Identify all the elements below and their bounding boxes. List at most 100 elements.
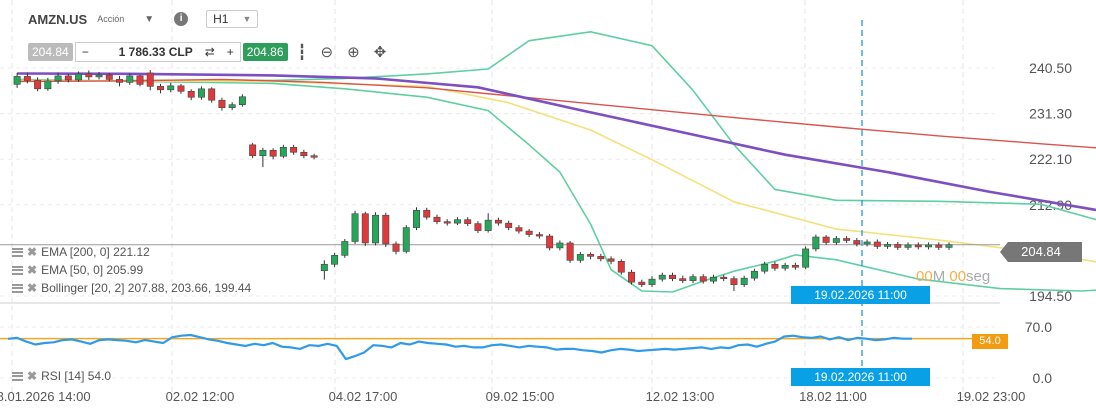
legend-ema50[interactable]: ✖ EMA [50, 0] 205.99	[12, 263, 143, 277]
quantity-stepper[interactable]: − 1 786.33 CLP ⇄ +	[74, 42, 241, 62]
crosshair-date-label: 19.02.2026 11:00	[791, 286, 930, 304]
legend-bollinger[interactable]: ✖ Bollinger [20, 2] 207.88, 203.66, 199.…	[12, 281, 251, 295]
candle	[587, 254, 595, 257]
timeframe-select[interactable]: H1 ▼	[206, 10, 259, 28]
candle	[126, 75, 134, 83]
candle	[453, 219, 461, 224]
candle	[474, 223, 482, 231]
candle	[279, 147, 287, 157]
candle	[648, 278, 656, 285]
candle	[709, 276, 717, 282]
candle	[945, 244, 953, 248]
move-icon[interactable]: ✥	[373, 44, 387, 61]
candle	[331, 255, 339, 265]
candle	[802, 248, 810, 268]
candle	[853, 240, 861, 245]
candle	[546, 235, 554, 249]
rsi-value-tag: 54.0	[972, 334, 1008, 349]
increase-button[interactable]: +	[226, 45, 234, 59]
x-tick-label: 09.02 15:00	[486, 389, 555, 404]
candle	[679, 278, 687, 281]
swap-icon[interactable]: ⇄	[204, 45, 215, 59]
settings-icon[interactable]	[12, 283, 23, 293]
y-tick-label: 222.10	[1029, 151, 1072, 167]
candle	[238, 96, 246, 105]
current-price-tag: 204.84	[1000, 242, 1082, 262]
countdown-sec-unit: seg	[966, 268, 991, 285]
info-icon[interactable]: i	[174, 12, 189, 26]
zoom-out-icon[interactable]: ⊖	[320, 44, 334, 61]
ema50-line	[17, 72, 1096, 212]
y-tick-label: 0.0	[1033, 370, 1053, 386]
candle	[13, 76, 21, 85]
candle	[699, 276, 707, 282]
candle	[392, 243, 400, 252]
candle	[904, 244, 912, 248]
candle	[361, 213, 369, 244]
candle	[177, 85, 185, 92]
candle	[75, 73, 83, 81]
sell-button[interactable]: 204.84	[28, 43, 73, 61]
y-tick-label: 194.50	[1029, 288, 1072, 304]
candle	[720, 276, 728, 279]
buy-button[interactable]: 204.86	[242, 43, 288, 61]
decrease-button[interactable]: −	[81, 45, 89, 59]
settings-icon[interactable]	[12, 247, 23, 257]
candlestick-icon[interactable]: ┇	[297, 44, 307, 61]
candle	[515, 227, 523, 232]
close-icon[interactable]: ✖	[27, 369, 38, 383]
crosshair-date-label-rsi: 19.02.2026 11:00	[791, 368, 930, 386]
candle	[433, 216, 441, 222]
zoom-in-icon[interactable]: ⊕	[347, 44, 360, 61]
x-tick-label: 19.02 23:00	[957, 389, 1026, 404]
y-tick-label: 240.50	[1029, 60, 1072, 76]
legend-rsi[interactable]: ✖ RSI [14] 54.0	[12, 369, 111, 383]
candle	[597, 256, 605, 260]
trade-toolbar: 204.84 − 1 786.33 CLP ⇄ + 204.86 ┇ ⊖ ⊕ ✥	[28, 42, 386, 62]
candle	[64, 75, 72, 81]
rsi-line	[7, 333, 912, 361]
header: AMZN.US Acción ▼ i H1 ▼	[28, 10, 259, 28]
candle	[822, 236, 830, 243]
settings-icon[interactable]	[12, 265, 23, 275]
candle	[935, 244, 943, 248]
legend-ema200[interactable]: ✖ EMA [200, 0] 221.12	[12, 245, 150, 259]
candle	[44, 80, 52, 90]
ema200-line	[17, 78, 1096, 149]
chevron-down-icon: ▼	[242, 14, 252, 24]
close-icon[interactable]: ✖	[27, 245, 38, 259]
candle	[197, 88, 205, 98]
countdown-min: 00	[916, 268, 933, 285]
quantity-value[interactable]: 1 786.33 CLP	[118, 45, 193, 59]
candle	[525, 230, 533, 235]
chevron-down-icon[interactable]: ▼	[144, 13, 155, 25]
candle	[884, 244, 892, 247]
candle	[750, 270, 758, 279]
candle	[95, 74, 103, 78]
candle	[187, 90, 195, 98]
candle	[505, 222, 513, 228]
candle	[494, 219, 502, 224]
candle	[34, 80, 42, 90]
candle	[351, 213, 359, 242]
legend-label: EMA [50, 0] 205.99	[41, 263, 144, 277]
candle	[443, 221, 451, 224]
y-tick-label: 70.0	[1025, 319, 1052, 335]
candle	[146, 72, 154, 87]
candle	[873, 241, 881, 247]
x-tick-label: 18.02 11:00	[799, 389, 867, 404]
timeframe-value: H1	[213, 12, 229, 26]
legend-label: EMA [200, 0] 221.12	[41, 245, 150, 259]
settings-icon[interactable]	[12, 371, 23, 381]
candle	[812, 236, 820, 250]
close-icon[interactable]: ✖	[27, 263, 38, 277]
candle	[23, 76, 31, 81]
countdown-min-unit: M	[932, 268, 946, 285]
candle	[607, 258, 615, 262]
close-icon[interactable]: ✖	[27, 281, 38, 295]
countdown-sec: 00	[949, 268, 967, 285]
candle	[925, 244, 932, 248]
bollinger-upper-line	[17, 30, 1096, 221]
bollinger-lower-line	[17, 78, 1096, 293]
